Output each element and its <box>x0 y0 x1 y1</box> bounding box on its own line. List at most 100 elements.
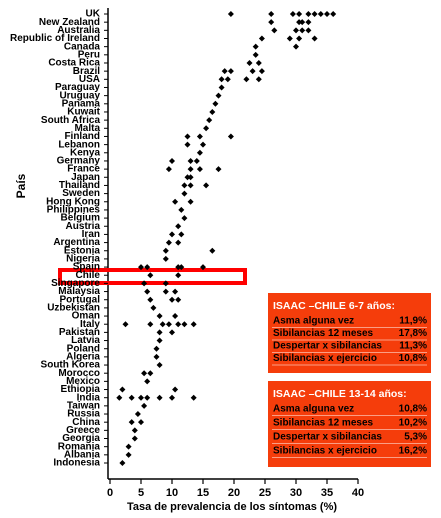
dot <box>175 223 182 230</box>
x-tick-label: 40 <box>352 487 364 499</box>
x-tick-label: 5 <box>138 487 144 499</box>
dot <box>255 59 262 66</box>
y-tick-label: Nigeria <box>66 254 100 265</box>
dot <box>178 206 185 213</box>
dot <box>128 419 135 426</box>
y-tick-label: Brazil <box>73 66 100 77</box>
dot <box>252 51 259 58</box>
dot <box>162 280 169 287</box>
y-tick-label: Germany <box>57 156 101 167</box>
dot <box>165 321 172 328</box>
x-tick-label: 15 <box>197 487 209 499</box>
info-row-value: 17,8% <box>399 328 427 339</box>
y-tick-label: Paraguay <box>55 82 100 93</box>
dot <box>187 157 194 164</box>
y-tick-label: Spain <box>73 262 100 273</box>
dot <box>181 321 188 328</box>
dot <box>175 264 182 271</box>
info-box-title: ISAAC –CHILE 6-7 años: <box>273 300 395 312</box>
dot <box>144 288 151 295</box>
dot <box>184 174 191 181</box>
y-tick-label: Taiwan <box>67 400 100 411</box>
info-row-label: Asma alguna vez <box>273 316 354 327</box>
dot <box>200 264 206 271</box>
dot <box>212 100 219 107</box>
dot <box>206 117 213 124</box>
y-tick-label: South Korea <box>41 360 101 371</box>
dot <box>175 296 182 303</box>
dot <box>246 59 253 66</box>
x-tick-label: 30 <box>290 487 302 499</box>
dot <box>178 264 185 271</box>
highlight-box <box>58 268 247 285</box>
dot <box>296 35 303 42</box>
dot <box>172 313 179 320</box>
y-tick-label: Japan <box>71 172 100 183</box>
dot <box>184 141 191 148</box>
dot <box>268 11 275 17</box>
y-tick-label: Pakistan <box>59 327 100 338</box>
dot <box>138 419 144 426</box>
dot <box>258 68 265 75</box>
y-tick-label: Uzbekistan <box>47 303 100 314</box>
dot <box>125 451 132 458</box>
dot <box>144 378 151 385</box>
dot <box>141 370 148 377</box>
x-tick-label: 10 <box>166 487 178 499</box>
y-tick-label: Singapore <box>51 278 100 289</box>
y-tick-label: South Africa <box>41 115 101 126</box>
dot <box>122 321 129 328</box>
dot <box>200 141 206 148</box>
y-tick-label: Iran <box>82 229 100 240</box>
dot <box>169 231 175 238</box>
dot <box>218 84 225 91</box>
y-tick-label: Finland <box>64 131 100 142</box>
dot <box>156 329 163 336</box>
y-tick-label: Peru <box>78 49 100 60</box>
info-row-label: Despertar x sibilancias <box>273 341 382 352</box>
y-tick-label: Portugal <box>59 294 100 305</box>
info-box <box>268 381 431 467</box>
dot <box>172 198 179 205</box>
dot <box>181 215 188 222</box>
dot <box>317 11 324 17</box>
dot <box>156 313 163 320</box>
dot <box>187 166 194 173</box>
y-tick-label: Lebanon <box>58 139 100 150</box>
y-tick-label: Belgium <box>61 213 101 224</box>
dot <box>249 68 256 75</box>
info-row-label: Despertar x sibilancias <box>273 432 382 443</box>
dot <box>305 27 312 34</box>
dot <box>156 337 163 344</box>
dot <box>293 27 299 34</box>
dot <box>215 166 222 173</box>
dot <box>153 353 160 360</box>
y-tick-label: Greece <box>66 425 100 436</box>
dot <box>175 239 182 246</box>
dot <box>268 19 275 26</box>
y-tick-label: Poland <box>67 343 100 354</box>
info-row-value: 10,2% <box>399 418 427 429</box>
y-tick-label: Sweden <box>62 188 100 199</box>
dot <box>156 362 163 369</box>
dot <box>175 272 182 279</box>
dot <box>162 247 169 254</box>
dot <box>147 321 154 328</box>
dot <box>165 166 172 173</box>
dot <box>215 92 222 99</box>
dot <box>227 68 234 75</box>
dot <box>311 35 318 42</box>
dot <box>181 190 188 197</box>
dot <box>134 411 141 418</box>
dot <box>169 329 175 336</box>
dot <box>153 345 160 352</box>
dot <box>156 394 163 401</box>
info-row-value: 11,3% <box>399 341 427 352</box>
dot <box>131 427 138 434</box>
x-tick-label: 0 <box>107 487 113 499</box>
y-tick-label: Indonesia <box>53 458 100 469</box>
dot <box>243 76 250 83</box>
dot <box>162 288 169 295</box>
dot <box>289 11 296 17</box>
dot <box>221 68 228 75</box>
